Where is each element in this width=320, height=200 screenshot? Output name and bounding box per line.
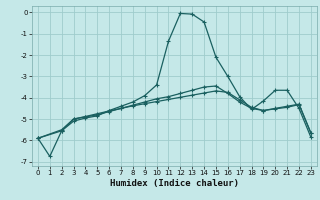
- X-axis label: Humidex (Indice chaleur): Humidex (Indice chaleur): [110, 179, 239, 188]
